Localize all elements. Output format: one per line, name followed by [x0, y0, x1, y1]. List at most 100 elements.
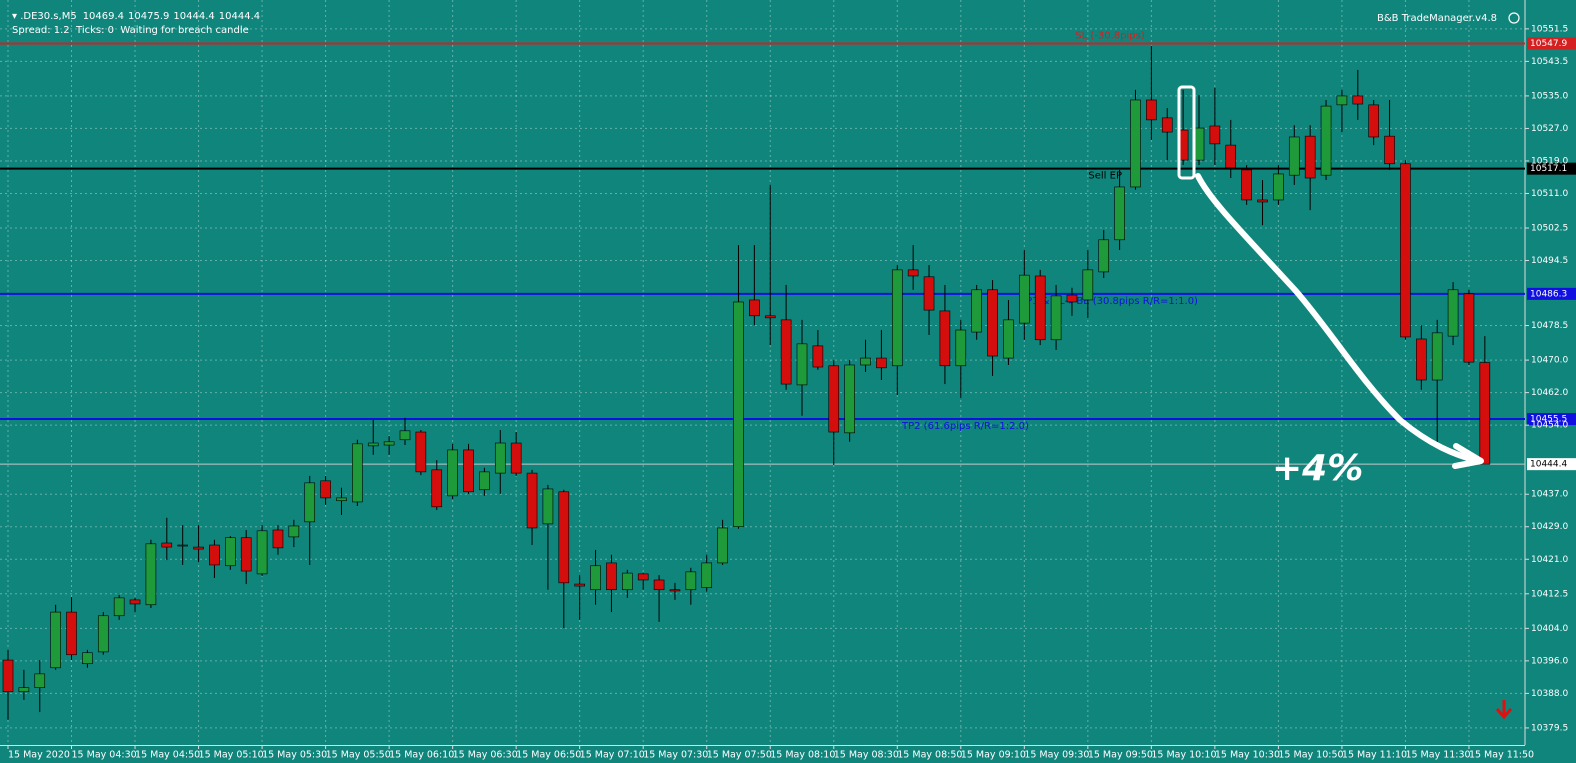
y-tick-label: 10412.5: [1531, 589, 1568, 599]
candle-body: [415, 431, 427, 473]
x-tick-label: 15 May 05:50: [326, 750, 391, 761]
x-tick-label: 15 May 06:30: [453, 750, 518, 761]
x-tick-label: 15 May 10:50: [1278, 750, 1343, 761]
candle-body: [939, 310, 951, 367]
candle-body: [1336, 95, 1348, 106]
x-tick-label: 15 May 05:10: [199, 750, 264, 761]
candle-body: [113, 597, 125, 617]
candle-body: [1463, 293, 1475, 363]
candle-body: [1161, 117, 1173, 133]
menu-arrow: ▾: [12, 11, 20, 22]
candle-body: [225, 537, 236, 567]
x-tick-label: 15 May 08:10: [770, 750, 835, 761]
trend-arrow-head: [1452, 443, 1484, 469]
candle-body: [590, 565, 601, 591]
y-tick-label: 10396.0: [1531, 656, 1568, 666]
candle-body: [288, 525, 300, 538]
candle-body: [653, 579, 665, 591]
candle-body: [733, 301, 744, 528]
candle-body: [2, 659, 14, 693]
candle-body: [1479, 362, 1491, 465]
y-tick-label: 10511.0: [1531, 189, 1568, 199]
candle-body: [1352, 95, 1364, 105]
candle-body: [97, 615, 109, 653]
candle-body: [1273, 173, 1284, 201]
y-tick-label: 10527.0: [1531, 124, 1568, 134]
candle-body: [1368, 104, 1379, 138]
candle-body: [749, 299, 760, 317]
candle-body: [1320, 105, 1332, 176]
candle-body: [1416, 338, 1427, 381]
sell-arrow-icon: [1495, 700, 1513, 720]
y-tick-label: 10462.0: [1531, 388, 1568, 398]
candle-body: [955, 329, 967, 367]
price-box: [1527, 37, 1576, 50]
price-box-label: 10486.3: [1530, 289, 1567, 299]
price-line-label: TP1 & SL->BE (30.8pips R/R=1:1.0): [1019, 296, 1198, 307]
candle-body: [193, 546, 204, 550]
candle-body: [161, 542, 173, 548]
candle-body: [367, 442, 379, 447]
candle-body: [542, 488, 554, 525]
candle-body: [1209, 125, 1221, 145]
candle-body: [431, 469, 443, 508]
x-tick-label: 15 May 08:50: [897, 750, 962, 761]
indicator-name: B&B TradeManager.v4.8: [1377, 13, 1497, 24]
candle-body: [1447, 289, 1459, 337]
x-tick-label: 15 May 11:50: [1469, 750, 1534, 761]
candle-body: [1082, 269, 1094, 301]
candle-body: [1288, 136, 1300, 176]
y-tick-label: 10429.0: [1531, 522, 1568, 532]
candle-body: [844, 364, 855, 434]
candle-body: [352, 443, 363, 503]
candle-body: [622, 572, 633, 591]
candle-body: [685, 571, 697, 591]
y-tick-label: 10502.5: [1531, 224, 1568, 234]
y-tick-label: 10379.5: [1531, 723, 1568, 733]
header-low: 10444.4: [173, 11, 214, 22]
candle-body: [479, 471, 490, 491]
price-line-label: Sell EP: [1088, 171, 1122, 182]
candle-body: [1019, 274, 1030, 324]
candle-body: [780, 319, 792, 385]
y-tick-label: 10437.0: [1531, 490, 1568, 500]
candle-body: [860, 357, 871, 366]
candle-body: [558, 491, 570, 584]
candle-body: [907, 269, 919, 277]
candle-body: [50, 611, 61, 669]
candle-body: [923, 276, 935, 311]
annotation: +4%: [1272, 448, 1363, 489]
candle-body: [717, 527, 728, 564]
price-box-label: 10517.1: [1530, 164, 1567, 174]
candle-body: [320, 480, 331, 499]
price-box: [1527, 162, 1576, 175]
candle-body: [336, 497, 347, 502]
price-line-label: SL (-30.8pips): [1075, 30, 1145, 41]
x-tick-label: 15 May 08:30: [834, 750, 899, 761]
candle-body: [764, 315, 776, 319]
candle-body: [18, 687, 30, 693]
candle-body: [1257, 199, 1268, 203]
x-tick-label: 15 May 05:30: [262, 750, 327, 761]
price-box: [1527, 413, 1576, 426]
y-tick-label: 10478.5: [1531, 321, 1568, 331]
price-box-label: 10455.5: [1530, 415, 1567, 425]
y-tick-label: 10470.0: [1531, 356, 1568, 366]
candle-body: [812, 345, 824, 368]
candle-body: [876, 357, 887, 369]
candle-body: [701, 562, 713, 589]
x-tick-label: 15 May 04:50: [135, 750, 200, 761]
candle-body: [1114, 186, 1125, 241]
price-line-label: TP2 (61.6pips R/R=1:2.0): [901, 421, 1029, 432]
candle-body: [66, 611, 77, 656]
x-tick-label: 15 May 07:30: [643, 750, 708, 761]
candle-body: [1431, 332, 1443, 381]
grid: [0, 0, 1525, 745]
header-open: 10469.4: [83, 11, 124, 22]
candle-body: [828, 365, 840, 433]
candle-body: [240, 537, 252, 572]
x-tick-label: 15 May 06:10: [389, 750, 454, 761]
price-box-label: 10547.9: [1530, 39, 1567, 49]
candle-body: [891, 269, 903, 367]
